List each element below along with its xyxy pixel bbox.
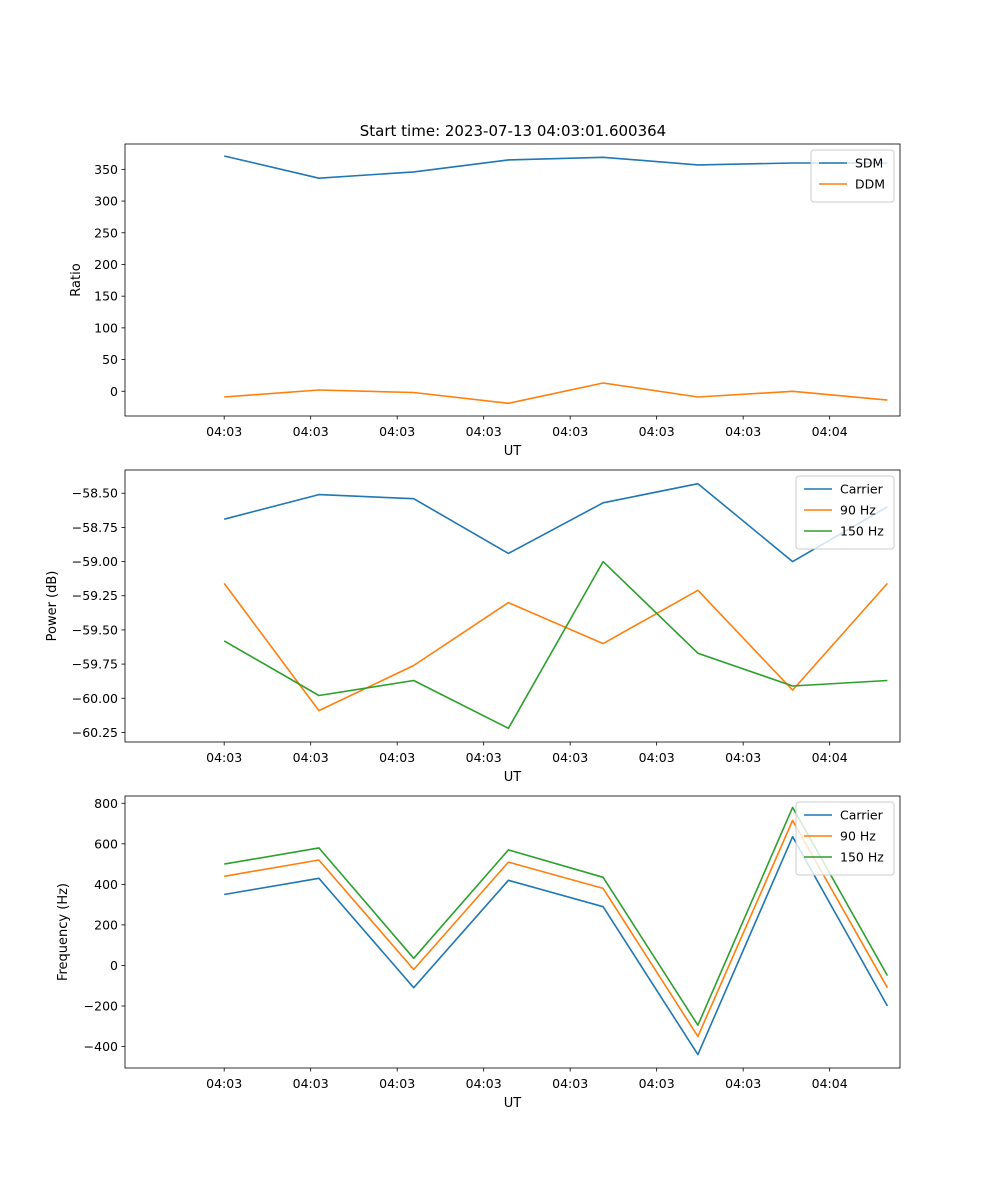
legend-entry: 90 Hz: [840, 503, 876, 518]
series-line-carrier: [223, 482, 888, 563]
y-tick-label: −60.00: [72, 691, 118, 706]
legend-entry: 150 Hz: [840, 524, 884, 539]
x-tick-label: 04:03: [206, 750, 242, 765]
chart-title: Start time: 2023-07-13 04:03:01.600364: [360, 122, 666, 140]
x-tick-label: 04:04: [812, 424, 848, 439]
axes-frame: [124, 795, 901, 1069]
x-axis-label: UT: [504, 444, 522, 459]
legend-entry: DDM: [855, 177, 885, 192]
y-tick-label: −58.75: [72, 520, 118, 535]
legend-entry: Carrier: [840, 808, 884, 823]
x-tick-label: 04:03: [466, 1076, 502, 1091]
y-tick-label: 0: [110, 384, 118, 399]
x-tick-label: 04:03: [379, 1076, 415, 1091]
y-axis-label: Power (dB): [45, 571, 60, 642]
x-tick-label: 04:03: [725, 424, 761, 439]
x-axis-label: UT: [504, 770, 522, 785]
y-tick-label: 150: [94, 289, 118, 304]
legend-entry: 150 Hz: [840, 850, 884, 865]
series-line-ddm: [224, 382, 888, 405]
y-tick-label: −60.25: [72, 725, 118, 740]
x-tick-label: 04:03: [466, 424, 502, 439]
y-tick-label: 100: [94, 320, 118, 335]
y-tick-label: 200: [94, 257, 118, 272]
y-tick-label: 600: [94, 836, 118, 851]
legend-entry: 90 Hz: [840, 829, 876, 844]
x-axis-label: UT: [504, 1096, 522, 1111]
y-tick-label: −59.50: [72, 622, 118, 637]
x-tick-label: 04:04: [812, 750, 848, 765]
x-tick-label: 04:04: [812, 1076, 848, 1091]
x-tick-label: 04:03: [552, 424, 588, 439]
series-line-90-hz: [224, 819, 889, 1038]
y-tick-label: −59.00: [72, 554, 118, 569]
x-tick-label: 04:03: [206, 1076, 242, 1091]
series-line-carrier: [224, 835, 889, 1056]
x-tick-label: 04:03: [293, 424, 329, 439]
y-axis-label: Ratio: [69, 263, 84, 296]
y-tick-label: −59.25: [72, 588, 118, 603]
y-tick-label: 350: [94, 162, 118, 177]
y-tick-label: −59.75: [72, 657, 118, 672]
legend-entry: SDM: [855, 156, 883, 171]
series-line-150-hz: [223, 560, 888, 730]
series-line-150-hz: [224, 806, 889, 1026]
y-tick-label: −400: [84, 1039, 118, 1054]
x-tick-label: 04:03: [293, 750, 329, 765]
axes-frame: [124, 469, 901, 743]
y-tick-label: 300: [94, 194, 118, 209]
x-tick-label: 04:03: [379, 750, 415, 765]
x-tick-label: 04:03: [639, 424, 675, 439]
x-tick-label: 04:03: [293, 1076, 329, 1091]
legend-entry: Carrier: [840, 482, 884, 497]
chart-panel-2: −60.25 −60.00 −59.75 −59.50 −59.25 −59.00 −58.…: [45, 469, 901, 785]
y-tick-label: −58.50: [72, 486, 118, 501]
x-tick-label: 04:03: [639, 1076, 675, 1091]
series-line-90-hz: [223, 582, 888, 712]
x-tick-label: 04:03: [379, 424, 415, 439]
y-tick-label: 800: [94, 796, 118, 811]
x-tick-label: 04:03: [466, 750, 502, 765]
y-tick-label: 400: [94, 877, 118, 892]
y-axis-label: Frequency (Hz): [56, 883, 71, 981]
x-tick-label: 04:03: [639, 750, 675, 765]
y-tick-label: −200: [84, 998, 118, 1013]
y-tick-label: 50: [102, 352, 118, 367]
x-tick-label: 04:03: [725, 1076, 761, 1091]
chart-panel-3: −400 −200 0 200 400 600 800 04:03 04:03 04:03 04:0…: [56, 795, 901, 1111]
x-tick-label: 04:03: [552, 750, 588, 765]
axes-frame: [124, 143, 901, 417]
x-tick-label: 04:03: [206, 424, 242, 439]
x-tick-label: 04:03: [552, 1076, 588, 1091]
y-tick-label: 200: [94, 917, 118, 932]
y-tick-label: 250: [94, 225, 118, 240]
x-tick-label: 04:03: [725, 750, 761, 765]
series-line-sdm: [224, 155, 888, 179]
y-tick-label: 0: [110, 958, 118, 973]
chart-panel-1: 0 50 100 150 200 250 300 350 04:03 04:03 04:03 04:0…: [69, 143, 901, 459]
